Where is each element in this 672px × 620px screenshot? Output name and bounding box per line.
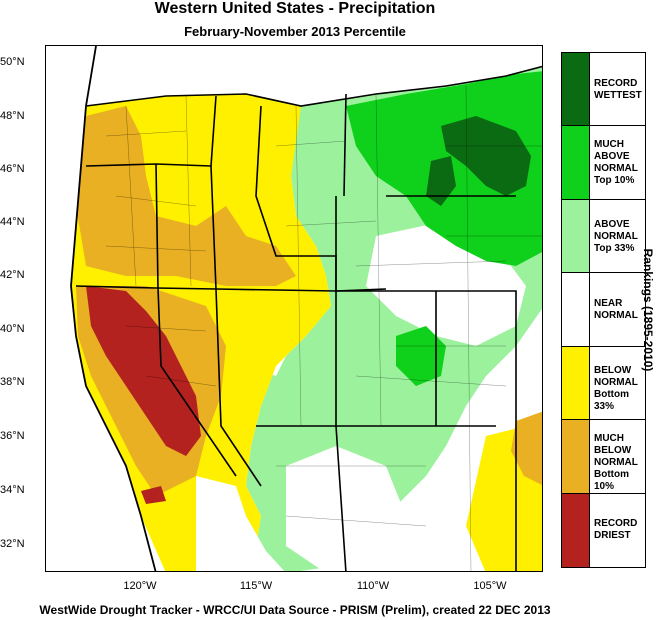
legend-label-line: NORMAL [594,163,638,175]
canada-region [86,46,542,106]
legend-swatch [562,346,590,420]
legend-item: MUCH ABOVE NORMAL Top 10% [562,126,645,200]
legend-swatch [562,493,590,567]
near-normal-patch [286,446,406,571]
legend-label: NEAR NORMAL [594,298,643,322]
lat-label-44: 44°N [0,216,25,228]
map-title: Western United States - Precipitation [154,0,436,17]
legend-item: MUCH BELOW NORMAL Bottom 10% [562,420,645,494]
precipitation-map [45,45,543,572]
lon-label-115: 115°W [239,580,273,592]
legend-label-line: Top 10% [594,175,635,187]
record-driest-region [86,286,201,456]
legend-label-line: NORMAL [594,377,638,389]
legend-swatch [562,273,590,346]
legend-label-line: MUCH [594,432,624,444]
coastline [70,46,157,571]
lat-label-42: 42°N [0,269,25,281]
lon-label-120: 120°W [123,580,157,592]
legend-label-line: MUCH [594,139,624,151]
legend-swatch [562,420,590,493]
footer-credit: WestWide Drought Tracker - WRCC/UI Data … [39,603,551,617]
legend-label-line: RECORD [594,77,638,89]
lat-label-50: 50°N [0,56,25,68]
state-borders [75,65,542,571]
legend-label: ABOVE NORMAL Top 33% [594,219,643,255]
mexico-region [196,476,285,571]
legend-label-line: Bottom 10% [594,468,629,492]
legend-label-line: BELOW [594,365,632,377]
record-wettest-region [441,116,531,196]
map-subtitle: February-November 2013 Percentile [184,24,406,39]
lon-label-105: 105°W [473,580,507,592]
legend-label: RECORD WETTEST [594,78,643,102]
legend-item: RECORD WETTEST [562,53,645,127]
map-svg [46,46,542,571]
legend-label-line: NORMAL [594,309,638,321]
lat-label-38: 38°N [0,376,25,388]
legend-item: ABOVE NORMAL Top 33% [562,199,645,274]
legend-label-line: Top 33% [594,242,635,254]
legend-swatch [562,199,590,273]
legend-label-line: Bottom 33% [594,389,629,413]
legend-label-line: RECORD [594,518,638,530]
county-borders [105,85,542,571]
rankings-label-text: Rankings (1895-2010) [641,248,655,372]
lat-label-48: 48°N [0,110,25,122]
legend-label: BELOW NORMAL Bottom 33% [594,365,643,413]
legend: RECORD WETTEST MUCH ABOVE NORMAL Top 10% ABOVE… [561,52,646,568]
legend-label-line: DRIEST [594,530,631,542]
legend-label-line: WETTEST [594,89,642,101]
lat-label-32: 32°N [0,538,25,550]
legend-item: BELOW NORMAL Bottom 33% [562,346,645,421]
record-wettest-patch [426,156,456,206]
lat-label-34: 34°N [0,484,25,496]
lat-label-40: 40°N [0,323,25,335]
much-below-normal-patch [511,411,542,485]
pacific-ocean [46,46,156,571]
legend-label-line: BELOW [594,444,632,456]
legend-label: RECORD DRIEST [594,518,643,542]
legend-item: NEAR NORMAL [562,273,645,347]
lat-label-36: 36°N [0,430,25,442]
lat-label-46: 46°N [0,163,25,175]
legend-label: MUCH BELOW NORMAL Bottom 10% [594,433,643,493]
legend-item: RECORD DRIEST [562,493,645,567]
legend-label-line: ABOVE [594,218,630,230]
lon-label-110: 110°W [356,580,390,592]
legend-swatch [562,126,590,199]
much-above-normal-patch [396,326,446,386]
legend-swatch [562,53,590,126]
legend-label-line: NORMAL [594,230,638,242]
legend-label-line: ABOVE [594,151,630,163]
record-driest-patch [141,486,166,504]
much-below-normal-region [76,106,296,286]
legend-label: MUCH ABOVE NORMAL Top 10% [594,139,643,187]
legend-label-line: NEAR [594,297,623,309]
legend-label-line: NORMAL [594,456,638,468]
